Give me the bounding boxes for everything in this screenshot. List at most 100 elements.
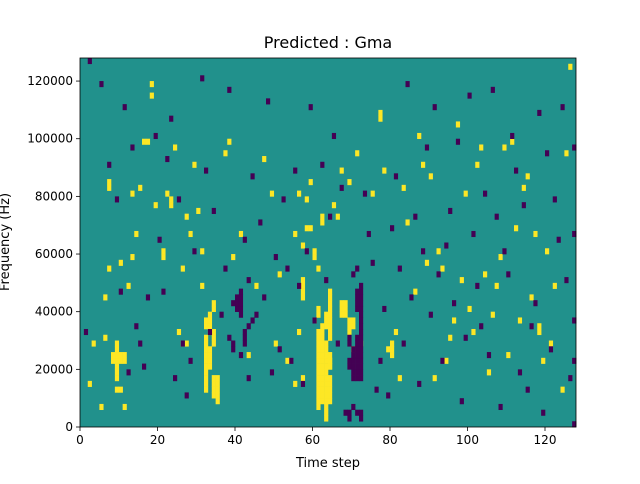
heatmap-cell-high — [103, 334, 108, 341]
heatmap-cell-low — [339, 184, 344, 191]
heatmap-cell-high — [231, 254, 236, 261]
heatmap-cell-high — [211, 375, 216, 382]
heatmap-cell-high — [328, 352, 333, 359]
heatmap-cell-low — [556, 236, 561, 243]
heatmap-cell-low — [227, 86, 232, 93]
heatmap-cell-low — [242, 340, 247, 347]
heatmap-cell-low — [347, 334, 352, 341]
heatmap-cell-low — [572, 357, 577, 364]
y-tick-label: 120000 — [27, 74, 73, 88]
heatmap-cell-low — [355, 375, 360, 382]
heatmap-cell-high — [320, 323, 325, 330]
heatmap-cell-low — [254, 311, 259, 318]
heatmap-cell-high — [424, 259, 430, 266]
heatmap-cell-high — [114, 340, 120, 347]
heatmap-cell-high — [204, 323, 209, 330]
heatmap-cell-high — [107, 179, 112, 186]
heatmap-cell-high — [300, 242, 306, 249]
heatmap-cell-high — [324, 311, 329, 318]
heatmap-cell-low — [448, 207, 453, 214]
heatmap-cell-low — [312, 317, 317, 324]
heatmap-cell-low — [173, 375, 178, 382]
heatmap-cell-high — [114, 352, 120, 359]
heatmap-cell-low — [401, 340, 406, 347]
heatmap-cell-high — [211, 334, 216, 341]
heatmap-cell-high — [324, 352, 329, 359]
heatmap-cell-high — [490, 311, 495, 318]
heatmap-cell-low — [572, 144, 577, 151]
heatmap-cell-high — [405, 219, 410, 226]
heatmap-cell-low — [262, 294, 267, 301]
heatmap-cell-low — [572, 421, 577, 428]
heatmap-cell-low — [347, 415, 352, 422]
heatmap-cell-low — [200, 75, 205, 82]
heatmap-cell-high — [204, 340, 209, 347]
heatmap-cell-low — [359, 300, 364, 307]
heatmap-cell-high — [211, 386, 216, 393]
heatmap-cell-low — [359, 369, 364, 376]
heatmap-cell-high — [397, 375, 402, 382]
heatmap-cell-high — [277, 271, 282, 278]
heatmap-cell-high — [328, 323, 333, 330]
heatmap-cell-low — [355, 294, 360, 301]
heatmap-cell-high — [304, 225, 309, 232]
heatmap-cell-low — [324, 277, 329, 284]
heatmap-cell-high — [347, 328, 352, 336]
heatmap-cell-low — [242, 328, 247, 336]
heatmap-cell-high — [161, 254, 166, 261]
heatmap-cell-high — [169, 202, 174, 209]
heatmap-cell-high — [211, 340, 216, 347]
heatmap-cell-low — [184, 392, 189, 399]
heatmap-cell-high — [339, 311, 344, 318]
heatmap-cell-high — [432, 375, 437, 382]
x-tick-label: 40 — [227, 433, 242, 447]
heatmap-cell-high — [378, 109, 383, 116]
heatmap-cell-high — [545, 248, 550, 255]
heatmap-cell-high — [324, 386, 329, 393]
heatmap-cell-high — [331, 202, 337, 209]
heatmap-cell-high — [328, 328, 333, 336]
heatmap-cell-high — [436, 248, 441, 255]
heatmap-cell-low — [459, 398, 464, 405]
heatmap-cell-low — [130, 144, 135, 151]
heatmap-cell-high — [324, 415, 329, 422]
heatmap-cell-high — [320, 340, 325, 347]
heatmap-cell-low — [359, 415, 364, 422]
heatmap-cell-low — [351, 346, 356, 353]
heatmap-cell-high — [355, 150, 360, 157]
heatmap-cell-high — [316, 265, 321, 272]
heatmap-cell-high — [316, 305, 321, 312]
heatmap-cell-low — [99, 81, 104, 88]
heatmap-cell-high — [145, 138, 151, 145]
heatmap-cell-high — [351, 317, 356, 324]
heatmap-cell-low — [250, 317, 255, 324]
heatmap-cell-low — [157, 236, 162, 243]
heatmap-cell-high — [126, 282, 131, 289]
heatmap-cell-high — [204, 363, 209, 370]
heatmap-cell-high — [238, 230, 244, 238]
heatmap-cell-high — [122, 352, 127, 359]
heatmap-cell-high — [293, 230, 298, 238]
heatmap-cell-low — [432, 104, 437, 111]
heatmap-cell-high — [320, 380, 325, 387]
heatmap-cell-high — [207, 311, 213, 318]
heatmap-cell-high — [351, 323, 356, 330]
heatmap-cell-high — [343, 300, 348, 307]
heatmap-cell-low — [351, 375, 356, 382]
heatmap-cell-low — [266, 98, 271, 105]
heatmap-cell-high — [316, 340, 321, 347]
heatmap-cell-high — [316, 369, 321, 376]
heatmap-cell-low — [145, 294, 151, 301]
heatmap-cell-low — [463, 334, 468, 341]
heatmap-cell-high — [300, 294, 306, 301]
plot-area — [79, 57, 577, 428]
heatmap-cell-high — [339, 167, 344, 174]
heatmap-cell-low — [370, 259, 375, 266]
heatmap-cell-low — [359, 328, 364, 336]
y-tick-label: 0 — [65, 420, 73, 434]
heatmap-cell-low — [541, 409, 546, 416]
heatmap-cell-high — [328, 392, 333, 399]
heatmap-cell-high — [176, 328, 182, 336]
heatmap-cell-high — [448, 334, 453, 341]
heatmap-cell-low — [231, 340, 236, 347]
